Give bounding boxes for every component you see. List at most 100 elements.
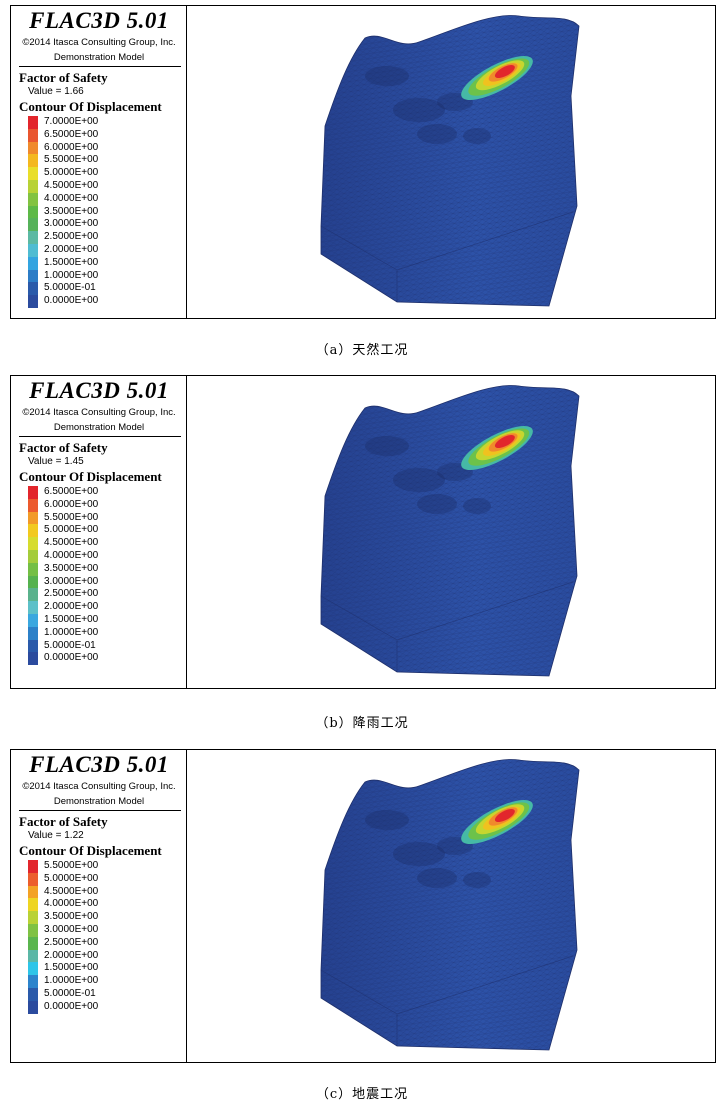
displacement-hotspot bbox=[461, 55, 533, 101]
scale-label: 4.0000E+00 bbox=[44, 898, 99, 910]
copyright-line: ©2014 Itasca Consulting Group, Inc. bbox=[22, 407, 176, 418]
scale-swatch bbox=[28, 639, 38, 653]
scale-label: 3.5000E+00 bbox=[44, 562, 99, 574]
scale-label: 4.5000E+00 bbox=[44, 537, 99, 549]
scale-label: 2.0000E+00 bbox=[44, 949, 99, 961]
model-view bbox=[187, 750, 715, 1062]
scale-label: 6.5000E+00 bbox=[44, 486, 99, 497]
scale-swatch bbox=[28, 537, 38, 550]
figure-panel-b: FLAC3D 5.01 ©2014 Itasca Consulting Group… bbox=[10, 375, 716, 689]
scale-swatch bbox=[28, 898, 38, 912]
scale-label: 5.5000E+00 bbox=[44, 511, 99, 523]
scale-swatch bbox=[28, 179, 38, 193]
scale-swatch bbox=[28, 549, 38, 563]
caption-a: （a）天然工况 bbox=[315, 343, 409, 358]
scale-swatch bbox=[28, 498, 38, 512]
contour-title: Contour Of Displacement bbox=[19, 843, 162, 858]
model-render bbox=[320, 759, 580, 1051]
scale-swatch bbox=[28, 652, 38, 666]
scale-swatch bbox=[28, 524, 38, 538]
model-render bbox=[320, 385, 580, 677]
model-name: Demonstration Model bbox=[53, 52, 145, 63]
displacement-hotspot bbox=[461, 425, 533, 471]
software-title: FLAC3D 5.01 bbox=[29, 752, 169, 777]
scale-label: 6.5000E+00 bbox=[44, 128, 99, 140]
scale-swatch bbox=[28, 885, 38, 899]
scale-swatch bbox=[28, 486, 38, 499]
model-name: Demonstration Model bbox=[53, 422, 145, 433]
scale-swatch bbox=[28, 562, 38, 576]
scale-label: 1.5000E+00 bbox=[44, 962, 99, 974]
scale-label: 4.5000E+00 bbox=[44, 179, 99, 191]
model-view bbox=[187, 6, 715, 318]
legend-box: FLAC3D 5.01 ©2014 Itasca Consulting Group… bbox=[11, 376, 187, 688]
fos-title: Factor of Safety bbox=[19, 440, 108, 455]
scale-label: 0.0000E+00 bbox=[44, 652, 99, 664]
scale-swatch bbox=[28, 949, 38, 963]
fos-value: Value = 1.66 bbox=[28, 86, 84, 97]
header-divider bbox=[19, 810, 181, 811]
scale-label: 3.0000E+00 bbox=[44, 218, 99, 230]
legend-box: FLAC3D 5.01 ©2014 Itasca Consulting Group… bbox=[11, 750, 187, 1062]
caption-c: （c）地震工况 bbox=[315, 1087, 409, 1102]
software-title: FLAC3D 5.01 bbox=[29, 8, 169, 33]
scale-label: 2.5000E+00 bbox=[44, 231, 99, 243]
scale-label: 3.0000E+00 bbox=[44, 923, 99, 935]
scale-swatch bbox=[28, 205, 38, 219]
scale-swatch bbox=[28, 243, 38, 257]
scale-label: 5.0000E-01 bbox=[44, 639, 96, 651]
scale-swatch bbox=[28, 128, 38, 142]
scale-swatch bbox=[28, 626, 38, 640]
scale-label: 2.0000E+00 bbox=[44, 243, 99, 255]
scale-label: 5.0000E-01 bbox=[44, 987, 96, 999]
header-divider bbox=[19, 436, 181, 437]
scale-swatch bbox=[28, 511, 38, 525]
scale-label: 5.0000E+00 bbox=[44, 872, 99, 884]
scale-swatch bbox=[28, 923, 38, 937]
header-divider bbox=[19, 66, 181, 67]
scale-label: 1.0000E+00 bbox=[44, 269, 99, 281]
fos-value: Value = 1.45 bbox=[28, 456, 84, 467]
scale-label: 2.0000E+00 bbox=[44, 601, 99, 613]
scale-swatch bbox=[28, 1000, 38, 1014]
scale-label: 1.0000E+00 bbox=[44, 626, 99, 638]
scale-swatch bbox=[28, 911, 38, 924]
scale-swatch bbox=[28, 141, 38, 155]
software-title: FLAC3D 5.01 bbox=[29, 378, 169, 403]
displacement-hotspot bbox=[461, 799, 533, 845]
model-view bbox=[187, 376, 715, 688]
scale-label: 1.0000E+00 bbox=[44, 975, 99, 987]
scale-swatch bbox=[28, 218, 38, 232]
caption-b: （b）降雨工况 bbox=[315, 716, 409, 731]
scale-label: 6.0000E+00 bbox=[44, 498, 99, 510]
model-name: Demonstration Model bbox=[53, 796, 145, 807]
scale-label: 4.0000E+00 bbox=[44, 192, 99, 204]
scale-label: 5.5000E+00 bbox=[44, 860, 99, 871]
copyright-line: ©2014 Itasca Consulting Group, Inc. bbox=[22, 781, 176, 792]
scale-label: 0.0000E+00 bbox=[44, 1000, 99, 1012]
scale-swatch bbox=[28, 613, 38, 627]
scale-label: 3.5000E+00 bbox=[44, 205, 99, 217]
scale-swatch bbox=[28, 588, 38, 602]
scale-swatch bbox=[28, 192, 38, 206]
scale-swatch bbox=[28, 962, 38, 976]
fos-value: Value = 1.22 bbox=[28, 830, 84, 841]
figure-panel-a: FLAC3D 5.01 ©2014 Itasca Consulting Group… bbox=[10, 5, 716, 319]
fos-title: Factor of Safety bbox=[19, 814, 108, 829]
scale-label: 5.0000E+00 bbox=[44, 524, 99, 536]
scale-label: 5.0000E+00 bbox=[44, 167, 99, 179]
scale-label: 6.0000E+00 bbox=[44, 141, 99, 153]
scale-swatch bbox=[28, 167, 38, 180]
scale-label: 3.0000E+00 bbox=[44, 575, 99, 587]
contour-title: Contour Of Displacement bbox=[19, 99, 162, 114]
scale-swatch bbox=[28, 575, 38, 589]
scale-label: 2.5000E+00 bbox=[44, 936, 99, 948]
scale-label: 5.5000E+00 bbox=[44, 154, 99, 166]
scale-label: 1.5000E+00 bbox=[44, 613, 99, 625]
scale-swatch bbox=[28, 860, 38, 873]
scale-swatch bbox=[28, 231, 38, 244]
model-render bbox=[320, 15, 580, 307]
scale-label: 1.5000E+00 bbox=[44, 256, 99, 268]
legend-box: FLAC3D 5.01 ©2014 Itasca Consulting Group… bbox=[11, 6, 187, 318]
scale-swatch bbox=[28, 269, 38, 283]
